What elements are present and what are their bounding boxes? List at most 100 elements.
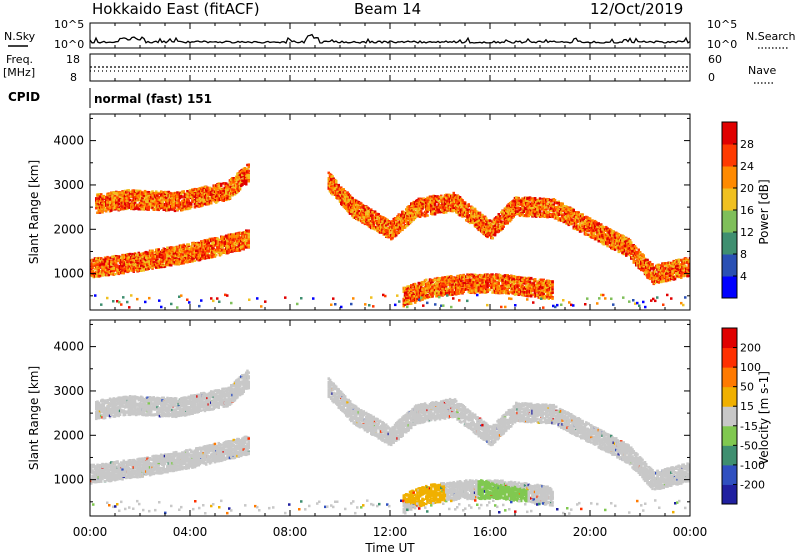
data-cell	[122, 271, 125, 274]
data-cell	[455, 203, 458, 207]
data-cell	[208, 193, 212, 197]
data-cell	[113, 208, 117, 211]
data-cell	[160, 254, 163, 258]
data-cell	[347, 194, 350, 197]
data-cell	[132, 260, 135, 263]
data-cell	[452, 196, 455, 199]
data-cell	[208, 245, 212, 248]
data-cell	[122, 194, 125, 197]
data-cell	[198, 248, 202, 251]
data-cell	[390, 237, 393, 240]
data-cell	[161, 195, 164, 198]
data-cell	[445, 194, 448, 198]
data-cell	[138, 205, 142, 208]
data-cell	[123, 268, 127, 271]
data-cell	[370, 217, 373, 220]
data-cell	[100, 205, 103, 209]
data-cell	[130, 207, 133, 211]
data-cell	[412, 212, 415, 215]
data-cell	[102, 206, 105, 210]
data-cell	[231, 236, 234, 240]
data-cell	[101, 211, 104, 214]
freq-label-line2: [MHz]	[3, 66, 35, 79]
data-cell	[97, 267, 100, 270]
data-cell	[120, 262, 123, 266]
data-cell	[97, 259, 100, 262]
data-cell	[97, 273, 100, 276]
data-cell	[247, 237, 250, 241]
data-cell	[418, 207, 422, 210]
data-cell	[186, 207, 189, 211]
data-cell	[391, 232, 394, 236]
data-cell	[352, 214, 355, 217]
data-cell	[167, 257, 170, 260]
data-cell	[238, 177, 242, 181]
data-cell	[246, 231, 249, 235]
data-cell	[380, 215, 383, 219]
data-cell	[150, 191, 153, 194]
data-cell	[173, 199, 177, 203]
data-cell	[178, 262, 182, 265]
data-cell	[410, 210, 413, 213]
data-cell	[362, 204, 365, 208]
data-cell	[142, 192, 145, 195]
data-cell	[213, 244, 217, 247]
data-cell	[231, 186, 234, 190]
data-cell	[118, 193, 122, 197]
data-cell	[105, 266, 108, 269]
data-cell	[327, 171, 330, 175]
data-cell	[206, 195, 209, 199]
data-cell	[176, 247, 179, 251]
data-cell	[161, 256, 164, 260]
data-cell	[190, 254, 193, 257]
data-cell	[380, 224, 383, 228]
data-cell	[187, 243, 190, 246]
data-cell	[216, 246, 219, 250]
data-cell	[236, 172, 239, 175]
data-cell	[191, 242, 194, 246]
data-cell	[166, 253, 169, 256]
data-cell	[457, 210, 460, 214]
data-cell	[343, 193, 347, 196]
data-cell	[402, 214, 405, 217]
data-cell	[183, 207, 187, 211]
data-cell	[388, 225, 392, 228]
data-cell	[405, 215, 408, 219]
data-cell	[201, 201, 204, 205]
data-cell	[218, 245, 222, 249]
data-cell	[131, 202, 134, 206]
data-cell	[433, 203, 437, 207]
data-cell	[442, 211, 445, 214]
data-cell	[345, 202, 348, 205]
data-cell	[190, 202, 193, 205]
data-cell	[142, 199, 145, 202]
data-cell	[145, 250, 148, 254]
data-cell	[447, 199, 450, 202]
data-cell	[128, 252, 132, 256]
data-cell	[163, 248, 167, 251]
data-cell	[412, 206, 415, 209]
data-cell	[350, 200, 353, 203]
data-cell	[398, 230, 402, 233]
data-cell	[186, 202, 189, 205]
data-cell	[372, 218, 375, 221]
data-cell	[132, 259, 135, 262]
data-cell	[203, 245, 207, 248]
data-cell	[192, 249, 195, 253]
data-cell	[92, 275, 95, 279]
data-cell	[90, 259, 93, 262]
data-cell	[107, 258, 110, 261]
data-cell	[206, 186, 209, 189]
data-cell	[128, 199, 132, 202]
data-cell	[345, 206, 348, 209]
data-cell	[212, 253, 215, 256]
data-cell	[110, 209, 113, 212]
data-cell	[130, 257, 133, 261]
data-cell	[330, 191, 333, 194]
data-cell	[201, 255, 204, 258]
data-cell	[178, 245, 182, 249]
data-cell	[118, 268, 122, 271]
data-cell	[163, 260, 167, 263]
data-cell	[245, 179, 248, 182]
data-cell	[112, 258, 115, 261]
